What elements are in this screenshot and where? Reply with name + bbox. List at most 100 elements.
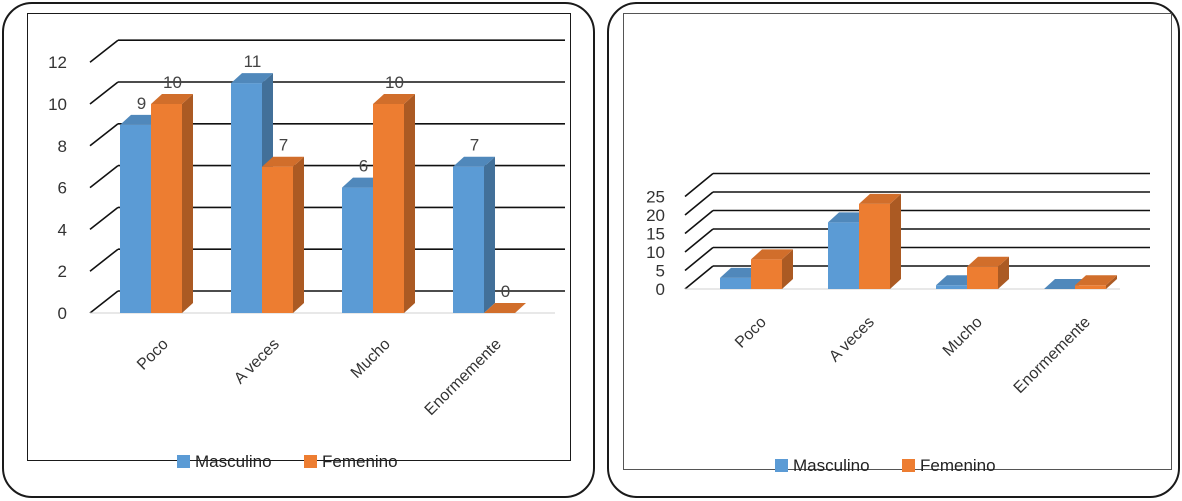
right-x-category-label: A veces <box>826 314 878 366</box>
right-grid-diagonal <box>684 191 714 216</box>
right-bar-side <box>890 193 901 289</box>
left-data-label: 11 <box>244 52 262 71</box>
right-bar-front <box>859 203 890 289</box>
left-bar-front <box>342 187 373 313</box>
left-y-tick-label: 12 <box>48 53 67 72</box>
right-y-tick-label: 10 <box>646 243 665 262</box>
left-bar-top <box>231 73 273 84</box>
left-bar-top <box>453 156 495 167</box>
left-data-label: 6 <box>359 157 368 176</box>
left-data-label: 7 <box>279 136 288 155</box>
left-y-tick-label: 0 <box>58 304 67 323</box>
left-grid-diagonal <box>89 123 119 147</box>
left-bar-side <box>293 156 304 313</box>
right-x-category-label: Poco <box>732 314 770 352</box>
right-bar-front <box>936 285 967 289</box>
right-legend-item-femenino: Femenino <box>902 456 996 475</box>
right-bar-femenino-1 <box>751 249 793 289</box>
right-y-tick-label: 0 <box>656 280 665 299</box>
left-grid-diagonal <box>89 290 119 314</box>
right-y-tick-label: 25 <box>646 188 665 207</box>
right-bar-side <box>782 249 793 289</box>
left-bar-top <box>151 94 193 104</box>
left-legend-label: Masculino <box>195 452 272 471</box>
left-legend-label: Femenino <box>322 452 398 471</box>
right-bar-front <box>967 266 998 289</box>
right-bar-front <box>828 222 859 289</box>
left-legend-item-masculino: Masculino <box>177 452 272 471</box>
right-grid-diagonal <box>684 246 714 272</box>
left-legend-swatch <box>177 455 190 468</box>
right-bar-top <box>751 249 793 260</box>
right-bar-side <box>1106 275 1117 289</box>
left-legend-swatch <box>304 455 317 468</box>
right-bar-front <box>720 277 751 289</box>
left-data-label: 10 <box>163 73 182 92</box>
left-bar-front <box>231 83 262 313</box>
left-x-category-label: Enormemente <box>422 336 505 419</box>
left-x-category-label: Mucho <box>348 336 394 382</box>
left-y-tick-label: 8 <box>58 137 67 156</box>
left-legend-item-femenino: Femenino <box>304 452 398 471</box>
left-bar-front <box>373 104 404 313</box>
left-bar-top <box>262 156 304 167</box>
left-grid-diagonal <box>89 39 119 63</box>
right-chart-frame <box>623 13 1172 470</box>
right-bar-top <box>967 256 1009 267</box>
right-bar-top <box>1075 275 1117 286</box>
right-x-category-label: Enormemente <box>1011 314 1094 397</box>
right-legend: Masculino Femenino <box>775 456 996 475</box>
left-bar-front <box>262 166 293 313</box>
right-y-tick-label: 5 <box>656 262 665 281</box>
left-data-label: 0 <box>501 282 510 301</box>
right-bar-femenino-2 <box>859 193 901 289</box>
left-bar-femenino-3: 10 <box>373 73 415 313</box>
left-y-tick-label: 2 <box>58 262 67 281</box>
left-y-tick-label: 4 <box>58 220 67 239</box>
left-grid-diagonal <box>89 248 119 272</box>
left-grid-diagonal <box>89 81 119 105</box>
left-data-label: 10 <box>385 73 404 92</box>
left-bar-side <box>404 94 415 313</box>
right-bars <box>720 193 1117 289</box>
right-bar-side <box>998 256 1009 289</box>
left-data-label: 9 <box>137 94 146 113</box>
left-bars: 9 10 11 7 6 10 7 0 <box>120 52 526 314</box>
left-bar-top <box>373 94 415 104</box>
left-bar-femenino-1: 10 <box>151 73 193 313</box>
right-y-tick-label: 15 <box>646 225 665 244</box>
left-grid-diagonal <box>89 206 119 231</box>
left-bar-femenino-2: 7 <box>262 136 304 313</box>
left-x-category-label: Poco <box>134 336 172 374</box>
right-bar-top <box>859 193 901 204</box>
left-bar-top <box>484 303 526 313</box>
right-grid-diagonal <box>684 172 714 198</box>
right-bar-femenino-4 <box>1075 275 1117 289</box>
left-data-label: 7 <box>470 136 479 155</box>
right-legend-item-masculino: Masculino <box>775 456 870 475</box>
right-bar-femenino-3 <box>967 256 1009 289</box>
left-grid-diagonal <box>89 164 119 189</box>
left-bar-masculino-4: 7 <box>453 136 495 313</box>
right-x-category-label: Mucho <box>940 314 986 360</box>
right-legend-label: Masculino <box>793 456 870 475</box>
left-bar-front <box>453 166 484 313</box>
left-y-tick-label: 6 <box>58 179 67 198</box>
left-chart: 0 2 4 6 8 10 12 9 10 11 7 6 10 7 0 Poco A veces Mucho Enor… <box>48 39 565 471</box>
right-y-tick-label: 20 <box>646 206 665 225</box>
left-bar-femenino-4: 0 <box>484 282 526 313</box>
left-bar-front <box>151 104 182 313</box>
left-legend: Masculino Femenino <box>177 452 398 471</box>
right-bar-front <box>751 259 782 289</box>
left-bar-side <box>182 94 193 313</box>
right-grid-diagonal <box>684 265 714 290</box>
right-legend-swatch <box>775 459 788 472</box>
right-legend-swatch <box>902 459 915 472</box>
left-chart-frame <box>27 13 571 461</box>
right-bar-front <box>1075 285 1106 289</box>
right-grid-diagonal <box>684 228 714 253</box>
